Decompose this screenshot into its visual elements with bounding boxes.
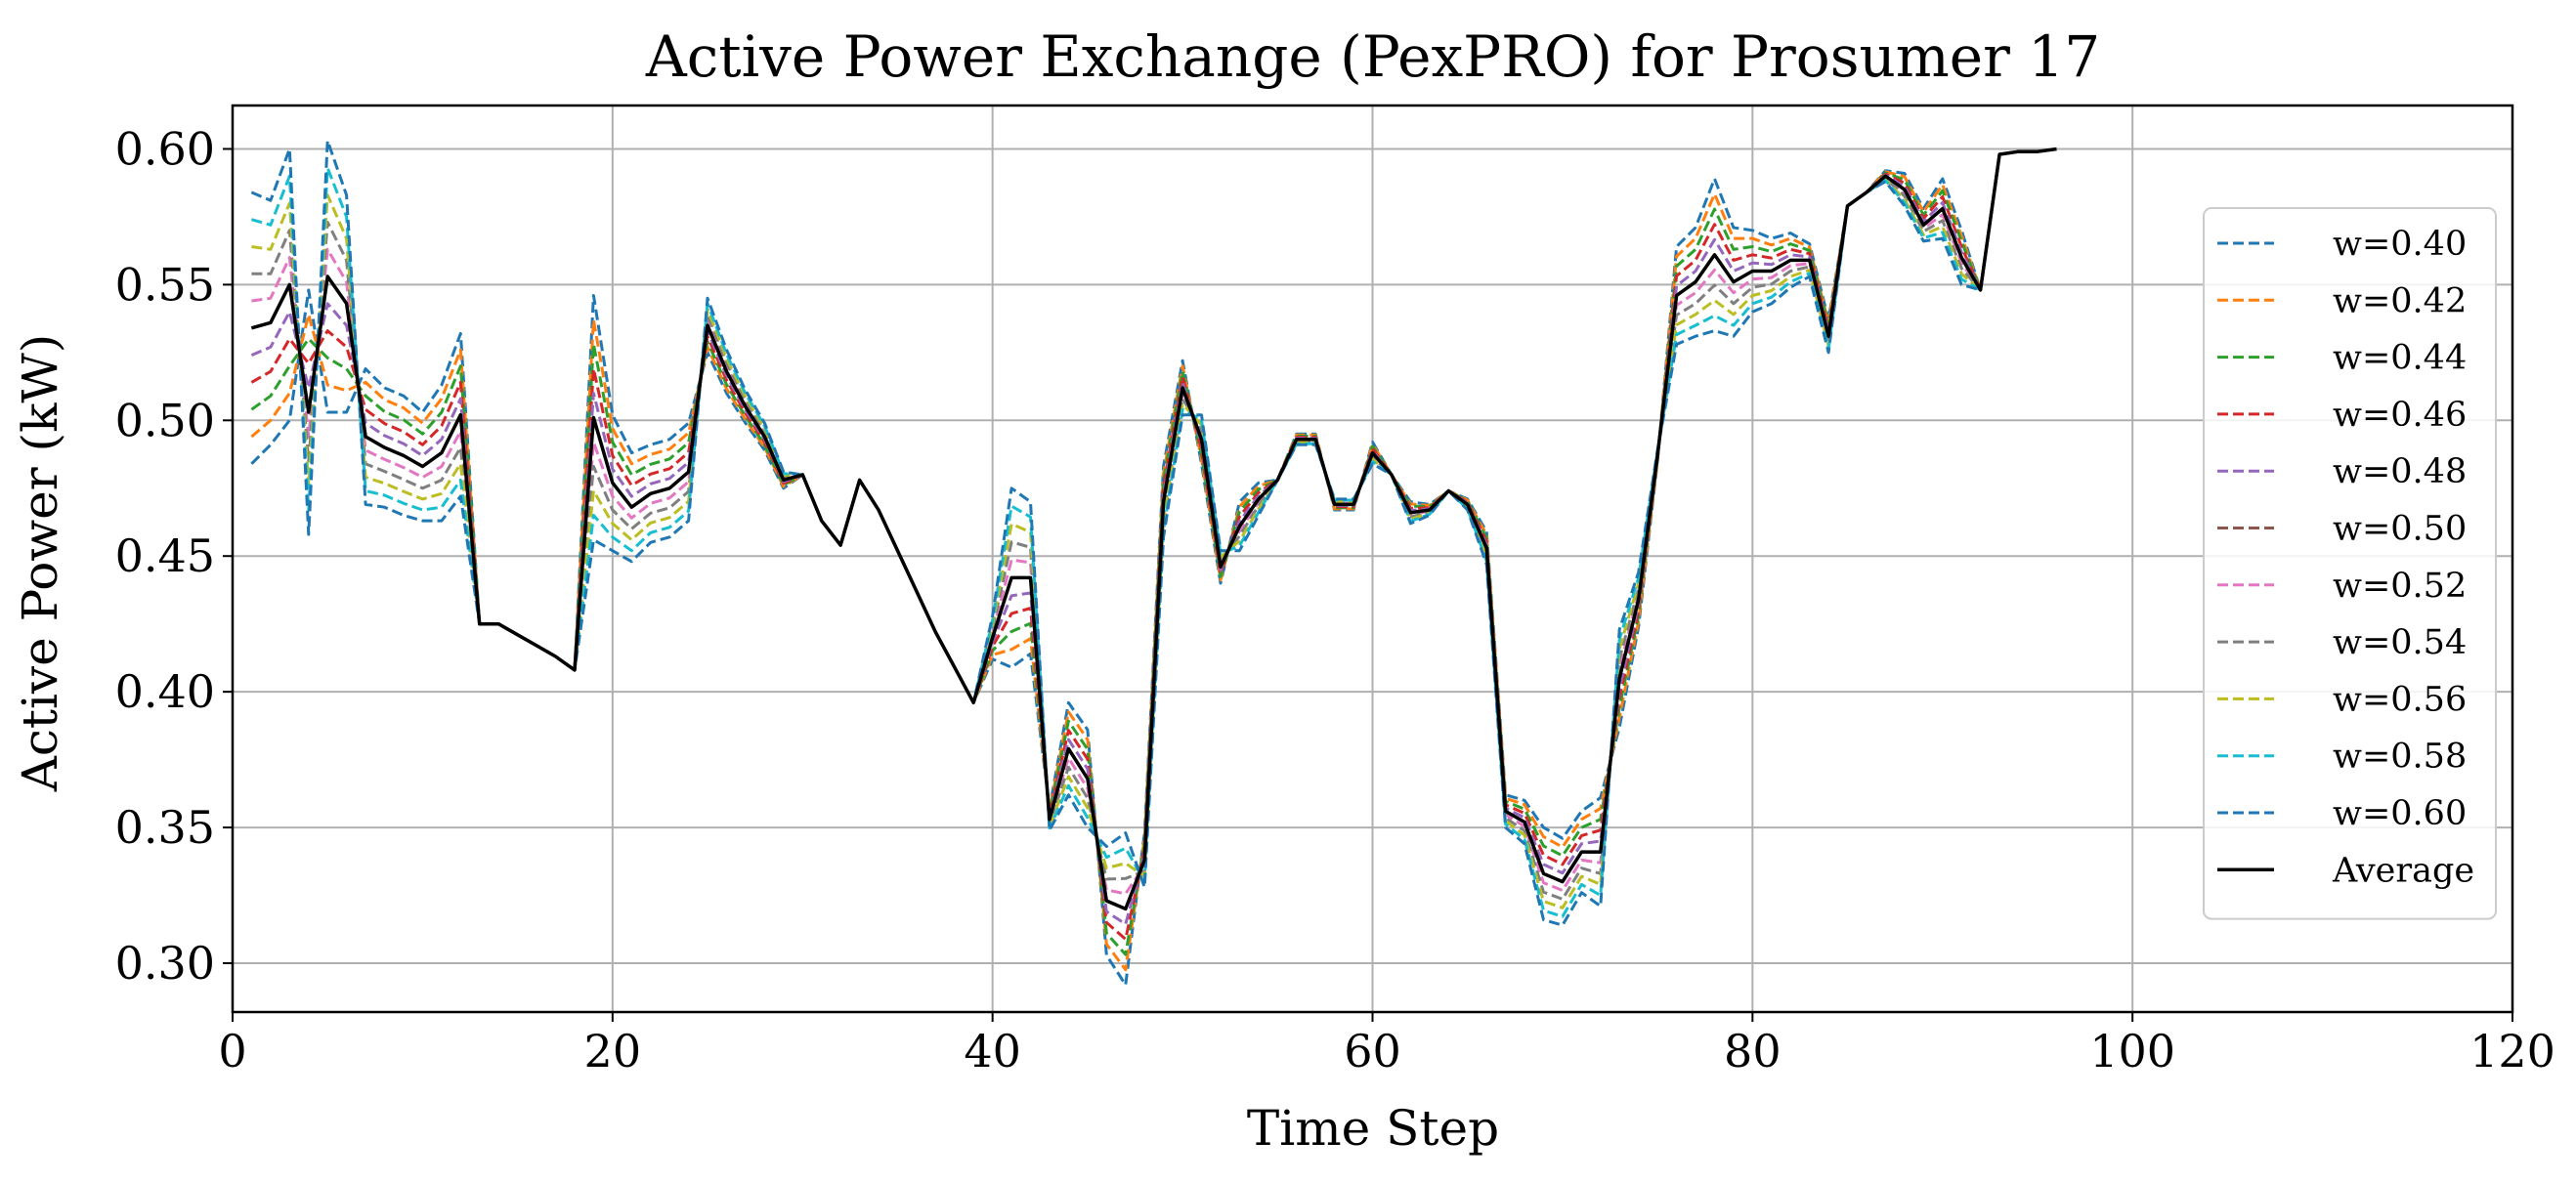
legend-label: w=0.40: [2333, 225, 2467, 264]
x-tick-label: 60: [1344, 1025, 1401, 1077]
legend-label: w=0.42: [2333, 281, 2467, 320]
series-line-average: [250, 147, 2057, 911]
x-axis-label: Time Step: [1247, 1100, 1499, 1157]
legend-label: w=0.54: [2333, 623, 2467, 662]
x-tick-label: 80: [1724, 1025, 1782, 1077]
legend-label: w=0.60: [2333, 794, 2467, 833]
legend-box: [2203, 207, 2497, 920]
legend-label: w=0.50: [2333, 510, 2467, 549]
series-lines: [250, 139, 2057, 987]
x-tick-label: 120: [2469, 1025, 2555, 1077]
x-tick-label: 40: [964, 1025, 1021, 1077]
y-axis-label: Active Power (kW): [12, 334, 68, 793]
y-tick-label: 0.50: [115, 394, 215, 446]
x-tick-label: 0: [218, 1025, 246, 1077]
y-tick-label: 0.55: [115, 258, 215, 311]
x-tick-label: 20: [584, 1025, 642, 1077]
legend-label: w=0.48: [2333, 452, 2467, 491]
y-tick-label: 0.30: [115, 937, 215, 990]
y-tick-label: 0.35: [115, 801, 215, 854]
x-tick-label: 100: [2089, 1025, 2175, 1077]
y-tick-label: 0.45: [115, 529, 215, 582]
legend-label: w=0.44: [2333, 339, 2467, 378]
chart-title: Active Power Exchange (PexPRO) for Prosu…: [645, 23, 2100, 90]
legend-label: w=0.56: [2333, 680, 2467, 719]
y-tick-label: 0.60: [115, 122, 215, 175]
legend-label: w=0.58: [2333, 738, 2467, 777]
legend-label: w=0.52: [2333, 567, 2467, 606]
legend-label: w=0.46: [2333, 396, 2467, 435]
legend: w=0.40 w=0.42 w=0.44 w=0.46 w=0.48 w=0.50 w=0.…: [2203, 207, 2497, 920]
y-tick-label: 0.40: [115, 665, 215, 718]
axis-ticks: 0 20 40 60 80 100 120 0.30 0.35 0.40 0.45 0.50 0.55 0…: [115, 122, 2555, 1077]
legend-label: Average: [2332, 851, 2474, 890]
